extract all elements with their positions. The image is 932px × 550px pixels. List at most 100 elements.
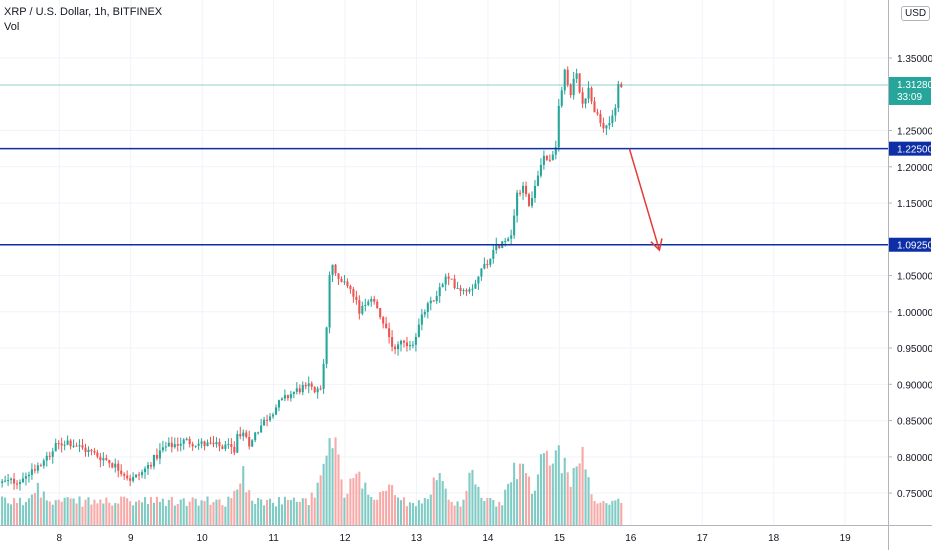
volume-bar [504, 489, 507, 525]
y-tick-label: 1.20000 [897, 163, 932, 174]
volume-bar [373, 499, 376, 525]
candle-body [257, 432, 260, 434]
candle-body [111, 463, 114, 468]
candle-body [1, 481, 4, 483]
volume-bar [60, 501, 63, 525]
volume-bar [138, 500, 141, 525]
candle-body [429, 300, 432, 304]
candle-body [194, 445, 197, 447]
candle-body [307, 383, 310, 387]
candle-body [51, 451, 54, 457]
volume-bar [316, 482, 319, 525]
volume-bar [435, 480, 438, 525]
volume-bar [319, 475, 322, 525]
volume-bar [569, 486, 572, 525]
volume-bar [257, 498, 260, 525]
candle-body [522, 185, 525, 193]
candle-body [560, 90, 563, 106]
volume-bar [405, 506, 409, 525]
volume-bar [132, 505, 135, 525]
candle-body [426, 303, 429, 312]
x-tick-label: 18 [768, 533, 780, 544]
candle-body [399, 340, 403, 345]
y-tick-label: 0.95000 [897, 344, 932, 355]
volume-bar [283, 496, 286, 525]
candle-body [158, 450, 161, 459]
candle-body [54, 443, 57, 452]
volume-bar [343, 497, 346, 525]
volume-bar [7, 503, 10, 525]
candle-body [420, 314, 423, 325]
candle-body [245, 432, 248, 437]
volume-bar [298, 501, 301, 525]
candle-body [173, 444, 176, 448]
candle-body [408, 345, 411, 347]
candle-body [33, 469, 36, 471]
candle-body [108, 459, 111, 464]
candle-body [587, 87, 590, 99]
volume-bar [444, 488, 447, 525]
candle-body [179, 443, 182, 446]
candle-body [575, 73, 578, 79]
drawings[interactable] [0, 84, 888, 252]
volume-bar [48, 501, 51, 525]
y-tick-label: 1.00000 [897, 308, 932, 319]
candle-body [143, 468, 147, 473]
candle-body [495, 244, 498, 250]
arrow-line[interactable] [628, 148, 661, 251]
volume-bar [456, 501, 459, 525]
currency-selector[interactable]: USD [901, 6, 931, 21]
symbol-title[interactable]: XRP / U.S. Dollar, 1h, BITFINEX [4, 6, 163, 18]
volume-bar [209, 504, 212, 525]
volume-bar [114, 503, 117, 525]
candle-body [236, 433, 239, 453]
volume-bar [355, 473, 358, 525]
candle-body [474, 283, 477, 289]
candle-body [42, 460, 45, 466]
volume-bar [45, 500, 48, 525]
candle-body [132, 477, 135, 481]
arrow-head[interactable] [650, 238, 663, 252]
volume-bar [447, 499, 450, 525]
candle-body [271, 414, 275, 417]
volume-bar [51, 504, 54, 525]
volume-bar [269, 498, 272, 525]
volume-bar [471, 469, 474, 525]
y-tick-label: 0.80000 [897, 453, 932, 464]
volume-bar [557, 445, 560, 525]
volume-bar [524, 473, 528, 525]
candle-body [90, 449, 93, 452]
candle-body [462, 290, 465, 292]
volume-legend[interactable]: Vol [4, 21, 20, 33]
volume-bar [554, 450, 557, 525]
volume-bar [15, 502, 19, 525]
volume-bar [486, 498, 489, 525]
volume-bar [510, 482, 513, 525]
volume-bar [328, 438, 331, 525]
candle-body [557, 105, 560, 148]
candle-body [483, 263, 486, 269]
level-price-tag [889, 141, 931, 156]
candle-body [123, 473, 126, 476]
candle-body [227, 444, 230, 446]
y-tick-label: 1.05000 [897, 272, 932, 283]
volume-bar [408, 502, 411, 525]
candle-body [533, 186, 537, 199]
candle-body [590, 87, 593, 102]
candle-body [486, 263, 489, 265]
volume-bar [155, 496, 158, 525]
volume-bar [39, 497, 42, 525]
volume-bar [24, 501, 27, 525]
volume-bar [331, 448, 334, 525]
candle-body [93, 451, 96, 453]
volume-bar [197, 505, 200, 525]
candle-body [551, 154, 554, 161]
candle-body [135, 474, 138, 478]
volume-bar [224, 506, 227, 525]
volume-bar [551, 463, 554, 525]
candle-body [209, 442, 212, 444]
volume-bar [584, 469, 587, 525]
volume-bar [563, 457, 566, 525]
